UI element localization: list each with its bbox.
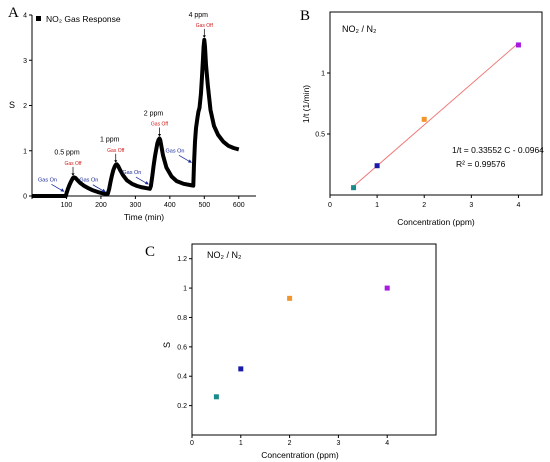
panel-a-response-curve xyxy=(32,37,240,198)
panel-b-letter: B xyxy=(300,8,310,24)
panel-a-x-tick-label: 200 xyxy=(95,202,107,209)
panel-a-y-ticks: 0 1 2 3 4 xyxy=(23,13,32,201)
gas-off-arrowhead xyxy=(71,173,75,176)
panel-c-x-tick-label: 4 xyxy=(385,440,389,447)
panel-a-x-tick-label: 400 xyxy=(164,202,176,209)
concentration-label: 0.5 ppm xyxy=(54,149,79,156)
panel-c-y-tick-label: 0.6 xyxy=(177,344,187,351)
panel-c-y-ticks: 0.2 0.4 0.6 0.8 1 1.2 xyxy=(177,256,192,410)
panel-b-x-label: Concentration (ppm) xyxy=(397,217,475,227)
gas-on-label: Gas On xyxy=(38,177,57,183)
panel-c-x-ticks: 0 1 2 3 4 xyxy=(190,435,389,447)
panel-b-fit-equation: 1/t = 0.33552 C - 0.0964 xyxy=(452,145,544,155)
panel-a-annotations: Gas On Gas Off Gas On Gas Off Gas On Gas Off G… xyxy=(38,12,214,193)
panel-b-y-tick-label: 1 xyxy=(321,71,325,78)
gas-off-arrowhead xyxy=(202,35,206,38)
panel-c-x-tick-label: 0 xyxy=(190,440,194,447)
panel-a-x-tick-label: 500 xyxy=(198,202,210,209)
panel-b-data-point xyxy=(515,42,521,48)
gas-on-arrowhead xyxy=(60,188,65,192)
panel-b-data-point xyxy=(421,116,427,122)
gas-off-arrowhead xyxy=(114,160,118,163)
panel-b-data-point xyxy=(374,163,380,169)
panel-c-data-point xyxy=(287,295,293,301)
panel-c-y-tick-label: 1 xyxy=(183,286,187,293)
panel-b-x-tick-label: 4 xyxy=(516,202,520,209)
gas-on-arrowhead xyxy=(187,159,192,163)
panel-a-legend: NO₂ Gas Response xyxy=(46,14,121,24)
panel-c-y-tick-label: 1.2 xyxy=(177,256,187,263)
panel-a-y-tick-label: 3 xyxy=(23,58,27,65)
panel-b-data-point xyxy=(351,185,357,191)
panel-c-x-tick-label: 1 xyxy=(239,440,243,447)
panel-b-y-tick-label: 0.5 xyxy=(315,132,325,139)
panel-a-x-tick-label: 100 xyxy=(61,202,73,209)
panel-c-data-point xyxy=(213,394,219,400)
panel-a-x-tick-label: 300 xyxy=(130,202,142,209)
gas-on-arrowhead xyxy=(101,188,106,193)
panel-b-inset-label: NO₂ / N₂ xyxy=(342,24,377,34)
panel-b-x-tick-label: 1 xyxy=(375,202,379,209)
panel-b-points xyxy=(351,42,521,191)
gas-off-label: Gas Off xyxy=(151,122,169,128)
panel-c-x-tick-label: 3 xyxy=(336,440,340,447)
panel-c-y-label: S xyxy=(162,342,172,348)
panel-b-y-ticks: 0.51 xyxy=(315,71,330,139)
panel-c-x-label: Concentration (ppm) xyxy=(261,450,339,460)
gas-on-label: Gas On xyxy=(79,178,98,184)
panel-b-x-tick-label: 3 xyxy=(469,202,473,209)
panel-b-y-label: 1/t (1/min) xyxy=(301,85,311,123)
panel-c-inset-label: NO₂ / N₂ xyxy=(207,250,242,260)
gas-on-label: Gas On xyxy=(122,170,141,176)
panel-a-y-tick-label: 4 xyxy=(23,13,27,20)
panel-a-x-tick-label: 600 xyxy=(233,202,245,209)
panel-c-data-point xyxy=(238,366,244,372)
panel-b-x-tick-label: 2 xyxy=(422,202,426,209)
panel-a-legend-marker xyxy=(36,16,41,21)
panel-c-y-tick-label: 0.4 xyxy=(177,374,187,381)
panel-b-x-ticks: 0 1 2 3 4 xyxy=(328,195,520,209)
concentration-label: 1 ppm xyxy=(100,136,120,143)
panel-b-x-tick-label: 0 xyxy=(328,202,332,209)
panel-a-x-label: Time (min) xyxy=(124,212,164,222)
panel-c: C 0 1 2 3 4 0.2 0.4 0.6 0.8 1 1.2 NO₂ / N₂ Concen… xyxy=(145,243,437,460)
gas-off-arrowhead xyxy=(157,134,162,137)
gas-off-label: Gas Off xyxy=(196,23,214,29)
panel-a: A 100 200 300 400 500 600 0 1 2 3 4 Gas On Gas Off… xyxy=(8,5,256,222)
panel-a-y-tick-label: 2 xyxy=(23,103,27,110)
gas-off-label: Gas Off xyxy=(107,148,125,154)
panel-a-x-ticks: 100 200 300 400 500 600 xyxy=(31,196,245,209)
panel-c-x-tick-label: 2 xyxy=(288,440,292,447)
panel-c-y-tick-label: 0.8 xyxy=(177,315,187,322)
gas-off-label: Gas Off xyxy=(64,161,82,167)
panel-c-data-point xyxy=(384,285,390,291)
panel-a-y-tick-label: 1 xyxy=(23,148,27,155)
gas-on-arrowhead xyxy=(144,181,149,185)
concentration-label: 2 ppm xyxy=(144,111,164,118)
panel-c-letter: C xyxy=(145,244,155,260)
panel-c-frame xyxy=(191,243,437,436)
panel-b-r2: R² = 0.99576 xyxy=(456,159,506,169)
panel-a-y-tick-label: 0 xyxy=(23,194,27,201)
panel-c-y-tick-label: 0.2 xyxy=(177,403,187,410)
panel-a-y-label: S xyxy=(9,100,15,110)
panel-c-points xyxy=(213,285,390,400)
panel-b-frame xyxy=(329,11,543,196)
concentration-label: 4 ppm xyxy=(189,12,209,19)
gas-on-label: Gas On xyxy=(165,148,184,154)
panel-a-letter: A xyxy=(8,5,19,21)
panel-b-fit-line xyxy=(353,42,519,187)
